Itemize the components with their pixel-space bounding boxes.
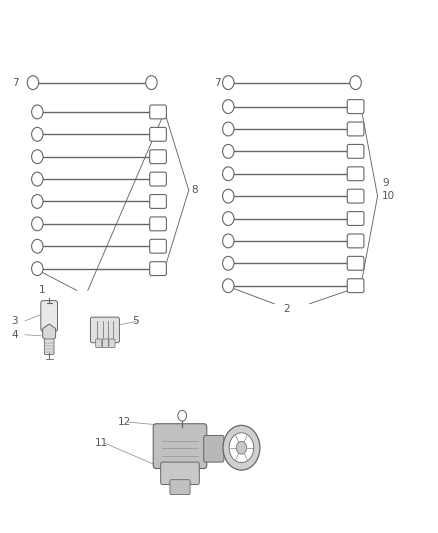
FancyBboxPatch shape	[346, 212, 363, 225]
FancyBboxPatch shape	[149, 195, 166, 208]
Circle shape	[349, 76, 360, 90]
FancyBboxPatch shape	[346, 256, 363, 270]
Circle shape	[32, 127, 43, 141]
FancyBboxPatch shape	[109, 339, 115, 348]
Circle shape	[222, 234, 233, 248]
FancyBboxPatch shape	[153, 424, 206, 469]
Circle shape	[27, 76, 39, 90]
FancyBboxPatch shape	[102, 339, 108, 348]
Text: 12: 12	[117, 417, 131, 427]
Circle shape	[222, 76, 233, 90]
Circle shape	[222, 144, 233, 158]
Text: 8: 8	[191, 185, 197, 195]
Circle shape	[32, 262, 43, 276]
Text: 5: 5	[131, 316, 138, 326]
Circle shape	[222, 100, 233, 114]
FancyBboxPatch shape	[346, 234, 363, 248]
FancyBboxPatch shape	[346, 189, 363, 203]
Circle shape	[223, 425, 259, 470]
Text: 3: 3	[11, 316, 18, 326]
FancyBboxPatch shape	[41, 301, 57, 332]
Polygon shape	[42, 324, 56, 342]
Text: 7: 7	[214, 78, 220, 87]
Text: 4: 4	[11, 330, 18, 340]
Text: 9: 9	[381, 178, 388, 188]
Circle shape	[222, 122, 233, 136]
Circle shape	[32, 105, 43, 119]
FancyBboxPatch shape	[346, 100, 363, 114]
Circle shape	[32, 195, 43, 208]
FancyBboxPatch shape	[149, 217, 166, 231]
FancyBboxPatch shape	[160, 462, 199, 484]
Circle shape	[229, 433, 253, 463]
FancyBboxPatch shape	[203, 435, 223, 462]
FancyBboxPatch shape	[149, 172, 166, 186]
FancyBboxPatch shape	[90, 317, 119, 343]
FancyBboxPatch shape	[170, 480, 190, 495]
FancyBboxPatch shape	[149, 150, 166, 164]
Circle shape	[32, 172, 43, 186]
FancyBboxPatch shape	[346, 122, 363, 136]
Text: 11: 11	[94, 439, 107, 448]
Circle shape	[32, 150, 43, 164]
FancyBboxPatch shape	[346, 167, 363, 181]
FancyBboxPatch shape	[149, 105, 166, 119]
Text: 2: 2	[283, 304, 289, 314]
Circle shape	[145, 76, 157, 90]
FancyBboxPatch shape	[95, 339, 102, 348]
FancyBboxPatch shape	[149, 239, 166, 253]
Circle shape	[222, 279, 233, 293]
Circle shape	[222, 167, 233, 181]
FancyBboxPatch shape	[149, 262, 166, 276]
Circle shape	[32, 217, 43, 231]
Text: 7: 7	[12, 78, 19, 87]
FancyBboxPatch shape	[346, 279, 363, 293]
Circle shape	[222, 212, 233, 225]
FancyBboxPatch shape	[44, 339, 54, 354]
Circle shape	[236, 441, 246, 454]
FancyBboxPatch shape	[346, 144, 363, 158]
Circle shape	[222, 256, 233, 270]
FancyBboxPatch shape	[149, 127, 166, 141]
Circle shape	[222, 189, 233, 203]
Circle shape	[32, 239, 43, 253]
Text: 1: 1	[39, 286, 45, 295]
Circle shape	[177, 410, 186, 421]
Text: 10: 10	[381, 191, 394, 201]
